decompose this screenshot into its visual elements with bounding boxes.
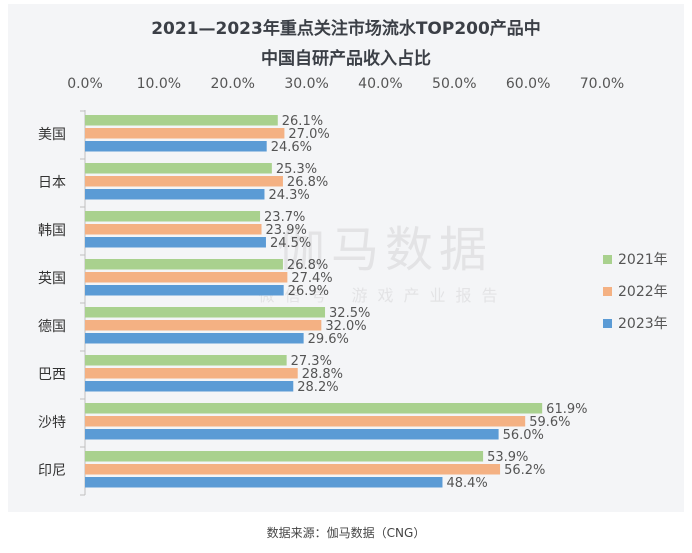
bar-2022-韩国 xyxy=(85,224,262,235)
bar-2023-德国 xyxy=(85,333,304,344)
legend-swatch xyxy=(603,287,612,296)
data-label: 24.5% xyxy=(270,236,311,251)
data-label: 24.6% xyxy=(271,140,312,155)
data-label: 32.0% xyxy=(325,319,366,334)
x-tick-label: 10.0% xyxy=(137,76,181,92)
bar-2022-巴西 xyxy=(85,368,298,379)
bar-2021-沙特 xyxy=(85,403,543,414)
chart-title-line1: 2021—2023年重点关注市场流水TOP200产品中 xyxy=(151,19,541,39)
bar-2023-日本 xyxy=(85,189,265,200)
category-label: 美国 xyxy=(38,127,66,143)
data-label: 28.8% xyxy=(302,367,343,382)
bar-2021-英国 xyxy=(85,259,283,270)
bar-2023-印尼 xyxy=(85,477,443,488)
category-label: 巴西 xyxy=(38,367,66,383)
bar-2022-日本 xyxy=(85,176,283,187)
bar-2023-韩国 xyxy=(85,237,266,248)
data-label: 48.4% xyxy=(446,476,487,491)
bar-2023-美国 xyxy=(85,141,267,152)
data-label: 27.3% xyxy=(291,354,332,369)
x-tick-label: 0.0% xyxy=(67,76,103,92)
category-label: 德国 xyxy=(38,319,66,335)
legend-label: 2021年 xyxy=(618,252,668,268)
bar-2022-印尼 xyxy=(85,464,501,475)
category-label: 印尼 xyxy=(38,463,66,479)
x-tick-label: 40.0% xyxy=(358,76,402,92)
bar-2022-德国 xyxy=(85,320,322,331)
category-label: 沙特 xyxy=(38,415,66,431)
data-label: 28.2% xyxy=(297,380,338,395)
watermark-logo-text: 伽马数据 xyxy=(276,222,493,278)
data-label: 26.8% xyxy=(287,175,328,190)
bar-2021-韩国 xyxy=(85,211,261,222)
bar-2021-日本 xyxy=(85,163,272,174)
data-source-note: 数据来源：伽马数据（CNG） xyxy=(266,526,426,540)
x-tick-label: 70.0% xyxy=(580,76,624,92)
category-label: 英国 xyxy=(38,270,66,287)
data-label: 56.2% xyxy=(504,463,545,478)
x-tick-label: 50.0% xyxy=(432,76,476,92)
x-tick-label: 60.0% xyxy=(506,76,550,92)
data-label: 23.7% xyxy=(264,210,305,225)
data-label: 61.9% xyxy=(546,402,587,417)
data-label: 27.0% xyxy=(288,127,329,142)
watermark-subtext: 微信号 游戏产业报告 xyxy=(258,286,508,305)
legend-label: 2023年 xyxy=(618,316,668,332)
chart-title-line2: 中国自研产品收入占比 xyxy=(261,49,431,69)
data-label: 59.6% xyxy=(529,415,570,430)
data-label: 23.9% xyxy=(266,223,307,238)
data-label: 27.4% xyxy=(291,271,332,286)
bar-2021-印尼 xyxy=(85,451,484,462)
data-label: 24.3% xyxy=(268,188,309,203)
bar-2022-美国 xyxy=(85,128,285,139)
legend-swatch xyxy=(603,319,612,328)
category-label: 日本 xyxy=(38,175,66,191)
x-tick-label: 20.0% xyxy=(210,76,254,92)
bar-2023-巴西 xyxy=(85,381,294,392)
bar-2023-沙特 xyxy=(85,429,499,440)
legend-label: 2022年 xyxy=(618,284,668,300)
data-label: 26.1% xyxy=(282,114,323,129)
data-label: 26.9% xyxy=(288,284,329,299)
data-label: 53.9% xyxy=(487,450,528,465)
legend-swatch xyxy=(603,255,612,264)
x-tick-label: 30.0% xyxy=(284,76,328,92)
chart-panel xyxy=(8,4,684,512)
bar-2021-巴西 xyxy=(85,355,287,366)
bar-2021-美国 xyxy=(85,115,278,126)
bar-2022-英国 xyxy=(85,272,288,283)
data-label: 56.0% xyxy=(503,428,544,443)
bar-2023-英国 xyxy=(85,285,284,296)
bar-2021-德国 xyxy=(85,307,326,318)
data-label: 29.6% xyxy=(308,332,349,347)
category-label: 韩国 xyxy=(38,223,66,239)
bar-2022-沙特 xyxy=(85,416,526,427)
data-label: 26.8% xyxy=(287,258,328,273)
data-label: 32.5% xyxy=(329,306,370,321)
data-label: 25.3% xyxy=(276,162,317,177)
